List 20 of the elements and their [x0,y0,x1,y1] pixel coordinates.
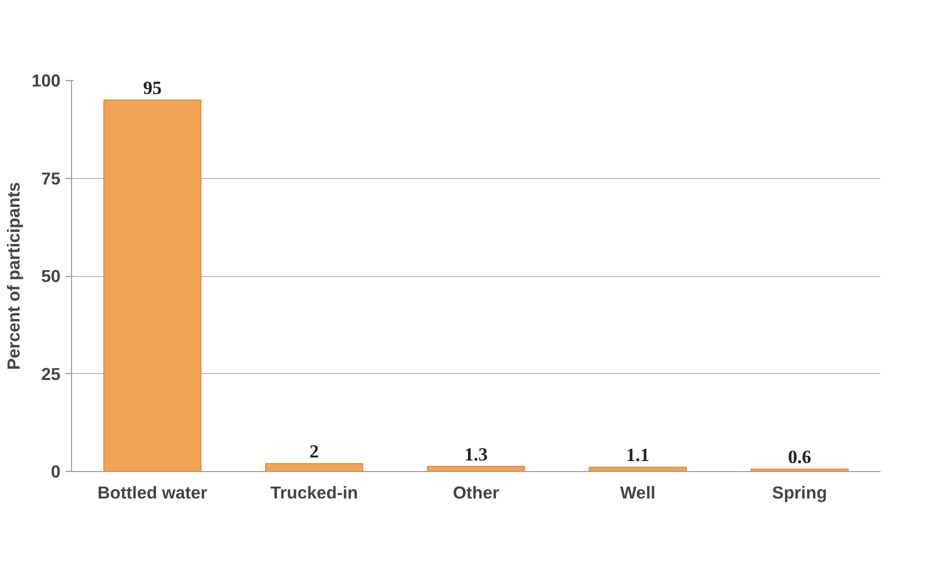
x-tick-label: Other [452,482,500,502]
x-tick-label: Well [620,482,656,502]
y-tick-label: 50 [41,266,61,286]
y-tick-label: 0 [50,462,61,482]
x-tick-label: Bottled water [98,482,208,502]
x-tick-label: Spring [772,482,828,502]
bar [265,463,364,472]
bar [103,100,202,472]
data-label: 2 [310,442,319,463]
data-label: 95 [143,78,162,100]
x-tick-label: Trucked-in [270,482,358,502]
y-tick-label: 75 [41,168,61,188]
data-label: 1.1 [626,445,650,466]
bar [426,466,526,472]
y-axis-title: Percent of participants [4,182,24,370]
y-tick-label: 100 [32,70,61,90]
bar [588,466,687,472]
data-label: 0.6 [788,447,812,468]
data-label: 1.3 [464,444,488,466]
y-tick-label: 25 [41,364,61,384]
